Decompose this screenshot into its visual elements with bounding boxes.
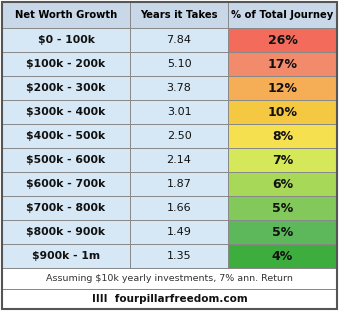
Bar (130, 148, 228, 172)
Bar (2, 76, 130, 100)
Bar (130, 196, 228, 220)
Text: 1.35: 1.35 (167, 251, 191, 261)
Text: $200k - 300k: $200k - 300k (27, 83, 106, 93)
Text: 1.87: 1.87 (167, 179, 191, 189)
Bar (228, 100, 337, 124)
Bar (2, 244, 130, 268)
Text: 5%: 5% (272, 225, 293, 238)
Bar (228, 52, 337, 76)
Bar (2, 289, 337, 309)
Bar (228, 172, 337, 196)
Bar (2, 2, 130, 28)
Text: 7%: 7% (272, 153, 293, 166)
Bar (2, 220, 130, 244)
Text: 6%: 6% (272, 178, 293, 191)
Bar (2, 196, 130, 220)
Text: 10%: 10% (268, 106, 298, 119)
Bar (228, 76, 337, 100)
Bar (2, 124, 130, 148)
Text: 12%: 12% (268, 81, 298, 94)
Text: 3.78: 3.78 (167, 83, 191, 93)
Text: $700k - 800k: $700k - 800k (27, 203, 105, 213)
Text: 5.10: 5.10 (167, 59, 191, 69)
Bar (228, 28, 337, 52)
Bar (228, 124, 337, 148)
Bar (130, 52, 228, 76)
Bar (228, 148, 337, 172)
Text: Years it Takes: Years it Takes (140, 10, 218, 20)
Bar (2, 268, 337, 289)
Text: $0 - 100k: $0 - 100k (37, 35, 95, 45)
Text: IIII  fourpillarfreedom.com: IIII fourpillarfreedom.com (91, 294, 248, 304)
Text: $800k - 900k: $800k - 900k (27, 227, 105, 237)
Text: $400k - 500k: $400k - 500k (27, 131, 105, 141)
Text: 26%: 26% (268, 34, 298, 47)
Text: 2.14: 2.14 (167, 155, 191, 165)
Text: 2.50: 2.50 (167, 131, 191, 141)
Bar (2, 148, 130, 172)
Text: $300k - 400k: $300k - 400k (27, 107, 106, 117)
Bar (130, 124, 228, 148)
Text: 3.01: 3.01 (167, 107, 191, 117)
Bar (130, 2, 228, 28)
Text: Net Worth Growth: Net Worth Growth (15, 10, 117, 20)
Bar (2, 172, 130, 196)
Bar (130, 172, 228, 196)
Text: 8%: 8% (272, 130, 293, 143)
Bar (228, 220, 337, 244)
Text: 1.66: 1.66 (167, 203, 191, 213)
Bar (130, 220, 228, 244)
Text: 7.84: 7.84 (167, 35, 191, 45)
Bar (130, 100, 228, 124)
Text: 5%: 5% (272, 202, 293, 215)
Bar (228, 244, 337, 268)
Text: 1.49: 1.49 (167, 227, 191, 237)
Text: $900k - 1m: $900k - 1m (32, 251, 100, 261)
Bar (228, 2, 337, 28)
Text: 4%: 4% (272, 249, 293, 262)
Bar (130, 244, 228, 268)
Text: $500k - 600k: $500k - 600k (27, 155, 105, 165)
Text: % of Total Journey: % of Total Journey (232, 10, 334, 20)
Bar (2, 100, 130, 124)
Bar (228, 196, 337, 220)
Text: $100k - 200k: $100k - 200k (27, 59, 105, 69)
Bar (130, 28, 228, 52)
Bar (2, 52, 130, 76)
Bar (2, 28, 130, 52)
Text: $600k - 700k: $600k - 700k (27, 179, 106, 189)
Bar (130, 76, 228, 100)
Text: 17%: 17% (268, 57, 298, 70)
Text: Assuming $10k yearly investments, 7% ann. Return: Assuming $10k yearly investments, 7% ann… (46, 274, 293, 283)
